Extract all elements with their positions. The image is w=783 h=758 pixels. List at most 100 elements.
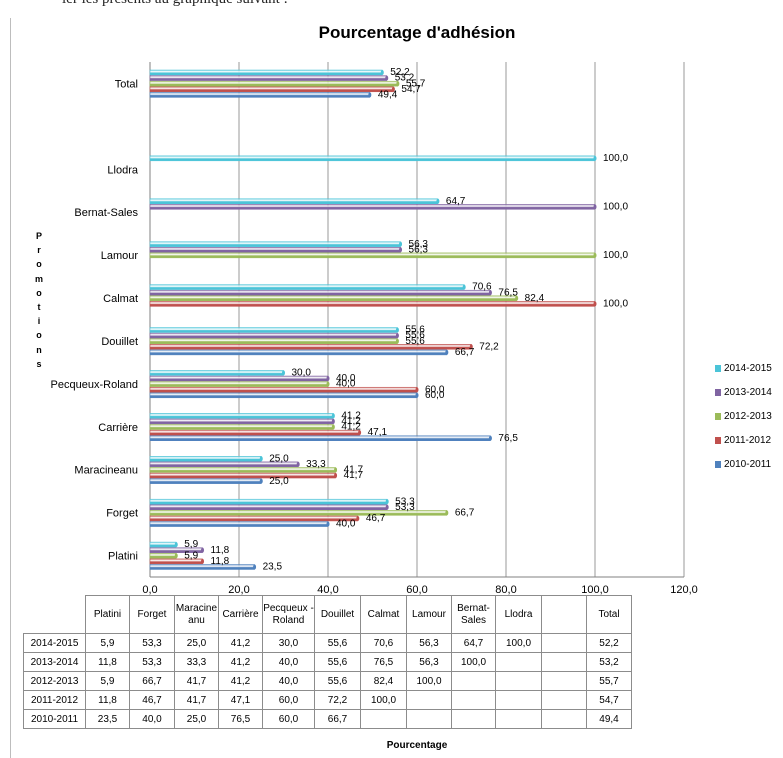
data-label: 64,7: [446, 196, 466, 207]
bar-cap: [174, 542, 178, 548]
y-axis-title-letter: t: [37, 302, 41, 313]
bar: [149, 247, 401, 253]
table-cell: [451, 690, 496, 710]
table-cell: 30,0: [262, 633, 315, 653]
legend-swatch: [715, 460, 721, 468]
table-cell: 11,8: [85, 690, 130, 710]
legend-label: 2010-2011: [724, 458, 772, 470]
data-label: 55,7: [406, 78, 426, 89]
data-label: 5,9: [184, 550, 198, 561]
bar-cap: [334, 467, 338, 473]
table-header-row: Platini Forget Maracine anu Carrière Pecqueu…: [23, 595, 632, 634]
bar: [149, 284, 465, 290]
data-label: 76,5: [498, 433, 518, 444]
data-label: 40,0: [336, 379, 356, 390]
table-cell: 40,0: [262, 652, 315, 672]
category-label: Maracineanu: [74, 465, 138, 477]
data-label: 41,7: [344, 465, 364, 476]
bar: [149, 413, 334, 419]
data-label: 40,0: [336, 519, 356, 530]
bar: [149, 435, 491, 441]
table-cell: 76,5: [360, 652, 407, 672]
table-cell: 66,7: [129, 671, 175, 691]
table-cell: 54,7: [586, 690, 632, 710]
bar: [149, 541, 177, 548]
table-cell: 53,2: [586, 652, 632, 672]
bar: [149, 69, 383, 76]
table-cell: 66,7: [314, 709, 361, 729]
data-label: 53,2: [395, 73, 415, 84]
bar-cap: [445, 510, 449, 516]
category-label: Llodra: [107, 164, 138, 176]
bar: [149, 155, 596, 162]
bar: [149, 289, 491, 296]
data-label: 60,0: [425, 390, 445, 401]
bar-cap: [331, 418, 335, 424]
table-cell: 60,0: [262, 690, 315, 710]
bars: [149, 69, 597, 570]
data-label: 56,3: [409, 244, 429, 255]
y-axis-title-letter: r: [37, 245, 41, 256]
bar-cap: [331, 424, 335, 430]
bar: [149, 349, 448, 356]
table-column-header: Forget: [129, 595, 175, 634]
table-column-header: Pecqueux -Roland: [262, 595, 315, 634]
table-column-header: Bernat- Sales: [451, 595, 496, 634]
bar-cap: [395, 338, 399, 344]
legend-item: 2013-2014: [715, 380, 772, 404]
table-cell: [406, 690, 452, 710]
bar-cap: [253, 564, 257, 570]
bar: [149, 429, 360, 436]
bar-cap: [395, 327, 399, 333]
category-label: Total: [115, 78, 138, 90]
x-tick-label: 40,0: [317, 584, 338, 596]
table-cell: 40,0: [262, 671, 315, 691]
chart-legend: 2014-2015 2013-2014 2012-2013 2011-2012 2010…: [715, 356, 772, 476]
bar: [149, 424, 334, 430]
table-row: 2010-2011 23,5 40,0 25,0 76,5 60,0 66,7 49,4: [23, 709, 632, 729]
bar-cap: [593, 204, 597, 210]
bar-cap: [399, 241, 403, 247]
table-column-header: Lamour: [406, 595, 452, 634]
y-axis-title-letter: n: [36, 344, 42, 355]
bar-cap: [259, 478, 263, 484]
table-cell: 72,2: [314, 690, 361, 710]
data-label: 72,2: [479, 341, 499, 352]
table-cell: 55,6: [314, 633, 361, 653]
data-label: 100,0: [603, 298, 628, 309]
category-label: Pecqueux-Roland: [51, 379, 138, 391]
data-label: 40,0: [336, 373, 356, 384]
x-tick-label: 60,0: [406, 584, 427, 596]
table-row: 2012-2013 5,9 66,7 41,7 41,2 40,0 55,6 82,4 100,…: [23, 671, 632, 691]
table-cell: [541, 690, 587, 710]
bar-cap: [396, 81, 400, 87]
legend-item: 2012-2013: [715, 404, 772, 428]
data-label: 55,6: [405, 330, 425, 341]
bar-cap: [415, 392, 419, 398]
data-label: 5,9: [184, 539, 198, 550]
category-label: Forget: [106, 508, 138, 520]
data-label: 46,7: [366, 513, 386, 524]
table-row-label: 2010-2011: [23, 709, 86, 729]
table-cell: 5,9: [85, 633, 130, 653]
bar-cap: [282, 370, 285, 376]
table-cell: 100,0: [451, 652, 496, 672]
table-column-header: Maracine anu: [174, 595, 219, 634]
table-cell: [495, 671, 542, 691]
table-cell: [541, 671, 587, 691]
bar-cap: [356, 515, 360, 521]
bar: [149, 498, 388, 505]
table-cell: 40,0: [129, 709, 175, 729]
data-label: 11,8: [211, 556, 230, 567]
data-label: 23,5: [263, 562, 283, 573]
table-cell: [495, 652, 542, 672]
legend-item: 2014-2015: [715, 356, 772, 380]
data-label: 41,7: [344, 470, 364, 481]
data-label: 66,7: [455, 507, 475, 518]
category-label: Carrière: [98, 422, 138, 434]
table-cell: 41,2: [218, 652, 263, 672]
table-cell: 41,7: [174, 671, 219, 691]
legend-item: 2010-2011: [715, 452, 772, 476]
table-cell: 11,8: [85, 652, 130, 672]
